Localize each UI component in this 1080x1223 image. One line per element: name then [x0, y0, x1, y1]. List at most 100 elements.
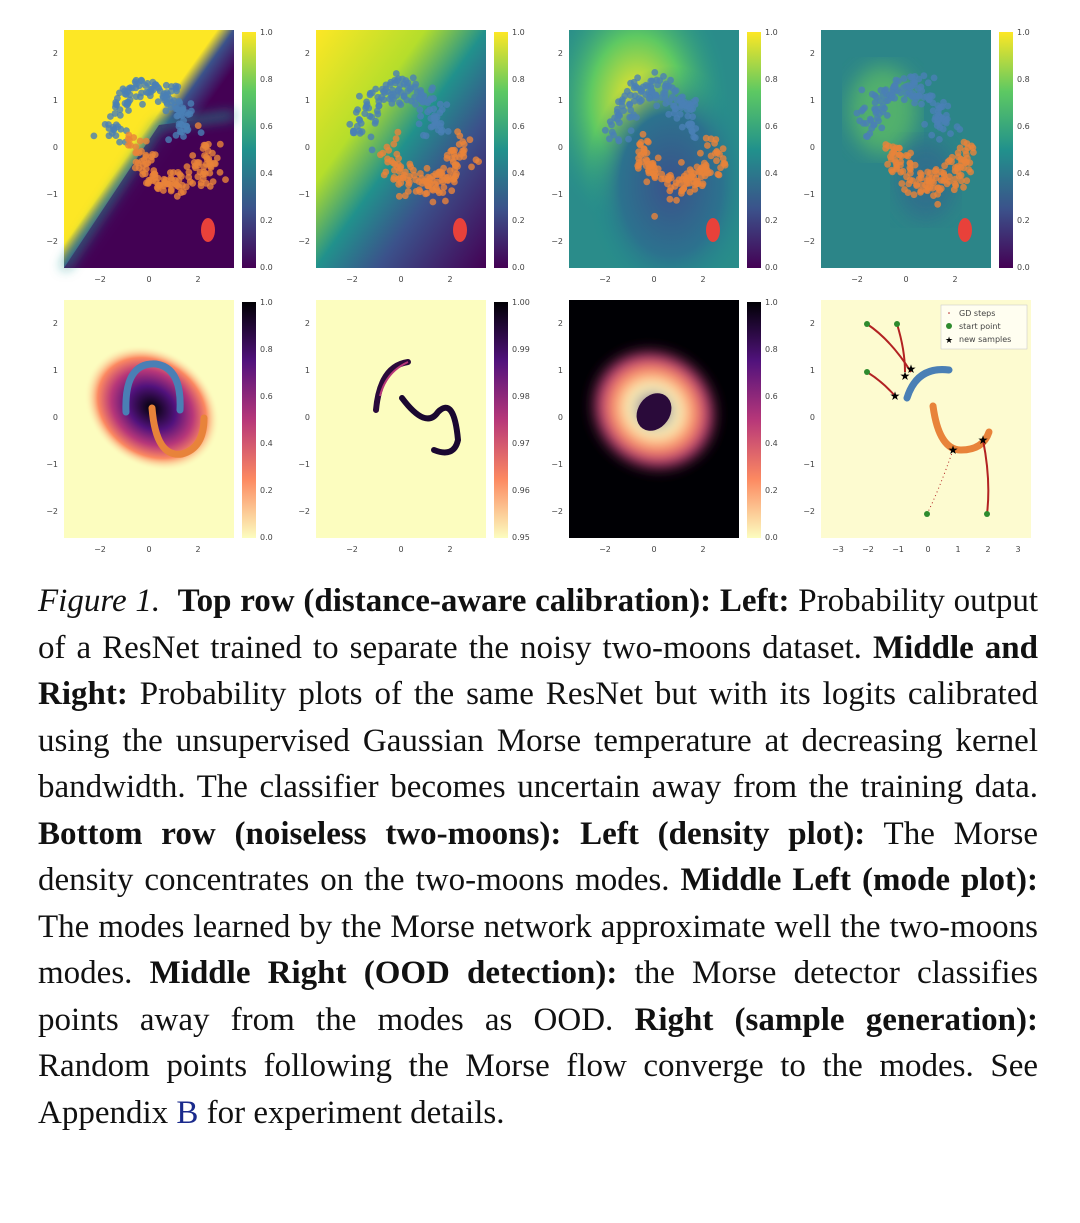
caption-end-text: for experiment details. [206, 1094, 505, 1131]
tick-label: 2 [700, 275, 705, 284]
red-cluster [706, 218, 720, 242]
caption-ood: Middle Right (OOD detection): [149, 955, 618, 991]
tick-label: 1 [305, 96, 310, 105]
tick-label: 2 [558, 319, 563, 328]
tick-label: −2 [862, 545, 874, 554]
tick-label: −2 [599, 545, 611, 554]
tick-label: −2 [551, 507, 563, 516]
tick-label: 1 [53, 96, 58, 105]
panel-top-right [821, 30, 991, 268]
tick-label: −1 [46, 460, 58, 469]
svg-text:★: ★ [906, 362, 917, 376]
tick-label: 0 [305, 413, 310, 422]
tick-label: 2 [305, 49, 310, 58]
caption-left-text: Probability output of a ResNet trained t… [38, 583, 1039, 666]
tick-label: −2 [851, 275, 863, 284]
tick-label: 0.2 [260, 486, 273, 495]
tick-label: −1 [46, 190, 58, 199]
red-cluster [453, 218, 467, 242]
tick-label: −1 [551, 190, 563, 199]
tick-label: −2 [599, 275, 611, 284]
tick-label: 0.4 [260, 169, 273, 178]
tick-label: 0 [810, 143, 815, 152]
tick-label: 0.4 [765, 439, 778, 448]
tick-label: 0.2 [765, 486, 778, 495]
orange-moon-points [882, 138, 977, 208]
tick-label: 2 [810, 319, 815, 328]
tick-label: 2 [53, 49, 58, 58]
tick-label: 0 [925, 545, 930, 554]
tick-label: 0 [146, 545, 151, 554]
tick-label: 0.4 [512, 169, 525, 178]
tick-label: 2 [952, 275, 957, 284]
tick-label: 1.0 [1017, 28, 1030, 37]
appendix-link[interactable]: B [176, 1094, 199, 1131]
tick-label: −2 [46, 237, 58, 246]
tick-label: 1.0 [260, 28, 273, 37]
tick-label: 1 [305, 366, 310, 375]
svg-text:★: ★ [978, 433, 989, 447]
legend-start-point: start point [959, 322, 1001, 331]
tick-label: −1 [803, 190, 815, 199]
tick-label: 0.4 [1017, 169, 1030, 178]
tick-label: 0.0 [765, 533, 778, 542]
colorbar-2 [494, 32, 508, 268]
tick-label: 0 [558, 413, 563, 422]
tick-label: 2 [195, 275, 200, 284]
tick-label: 0 [305, 143, 310, 152]
tick-label: 0.0 [765, 263, 778, 272]
tick-label: −2 [298, 237, 310, 246]
tick-label: 0 [810, 413, 815, 422]
tick-label: 2 [53, 319, 58, 328]
tick-label: −2 [551, 237, 563, 246]
tick-label: 1 [810, 96, 815, 105]
red-cluster [201, 218, 215, 242]
tick-label: 0.8 [765, 345, 778, 354]
caption-bottom-row: Bottom row (noiseless two-moons): [38, 815, 562, 852]
figure-caption: Figure 1. Top row (distance-aware calibr… [38, 578, 1038, 1136]
tick-label: −1 [551, 460, 563, 469]
caption-mode-text: The modes learned by the Morse network a… [38, 908, 1038, 992]
tick-label: 2 [305, 319, 310, 328]
new-sample-stars: ★★★ ★★ [890, 362, 989, 457]
tick-label: 0.98 [512, 392, 530, 401]
tick-label: 0 [398, 275, 403, 284]
colorbar-4 [999, 32, 1013, 268]
tick-label: 1 [558, 366, 563, 375]
tick-label: 1 [955, 545, 960, 554]
tick-label: −2 [803, 507, 815, 516]
tick-label: 0.8 [512, 75, 525, 84]
tick-label: 0.4 [765, 169, 778, 178]
red-cluster [958, 218, 972, 242]
caption-density-text: The Morse density concentrates on the tw… [38, 815, 1039, 899]
tick-label: 0.6 [765, 392, 778, 401]
tick-label: 0.6 [765, 122, 778, 131]
colorbar-7 [747, 302, 761, 538]
tick-label: 0.0 [260, 263, 273, 272]
blue-moon-points [853, 72, 964, 143]
tick-label: −1 [298, 190, 310, 199]
tick-label: −2 [46, 507, 58, 516]
tick-label: −1 [298, 460, 310, 469]
tick-label: 0 [398, 545, 403, 554]
tick-label: 0.95 [512, 533, 530, 542]
svg-text:★: ★ [900, 369, 911, 383]
panel-top-middle-left [316, 30, 486, 268]
figure-1: ★★★ ★★ ★ GD steps start point new sample… [46, 28, 1031, 554]
tick-label: 2 [985, 545, 990, 554]
tick-label: 0 [53, 143, 58, 152]
start-points [864, 321, 990, 517]
tick-label: 0.6 [1017, 122, 1030, 131]
tick-label: 1 [558, 96, 563, 105]
tick-label: 2 [810, 49, 815, 58]
caption-middle-right-text: Probability plots of the same ResNet but… [38, 676, 1039, 805]
tick-label: 1.0 [512, 28, 525, 37]
caption-left: Left: [719, 583, 790, 619]
tick-label: 0.2 [1017, 216, 1030, 225]
tick-label: 1 [53, 366, 58, 375]
tick-label: 1.00 [512, 298, 530, 307]
tick-label: −2 [298, 507, 310, 516]
tick-label: −1 [803, 460, 815, 469]
tick-label: 1.0 [260, 298, 273, 307]
tick-label: 0.8 [765, 75, 778, 84]
